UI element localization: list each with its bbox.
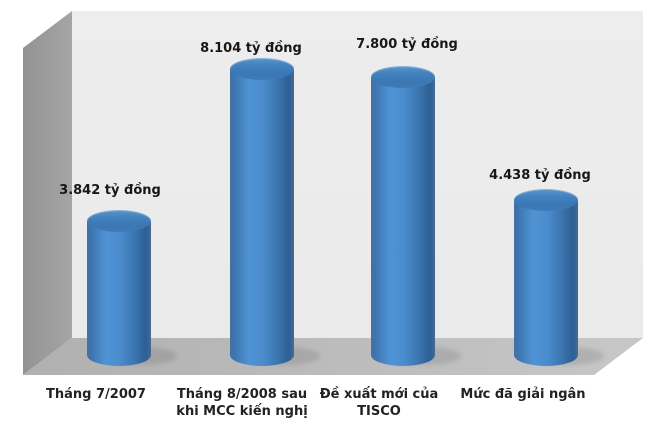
cylinder-bottom-cap xyxy=(371,344,435,366)
value-label-2: 8.104 tỷ đồng xyxy=(200,41,302,56)
category-label-3: Đề xuất mới của TISCO xyxy=(319,387,439,419)
cylinder-bar-thang-7-2007 xyxy=(87,210,151,366)
value-label-4: 4.438 tỷ đồng xyxy=(489,168,591,183)
chart-side-wall xyxy=(23,11,72,375)
cylinder-bar-muc-da-giai-ngan xyxy=(514,189,578,366)
cylinder-body xyxy=(230,69,294,355)
cylinder-top-cap xyxy=(230,58,294,80)
cylinder-bar-de-xuat-tisco xyxy=(371,66,435,366)
category-label-1: Tháng 7/2007 xyxy=(46,387,146,402)
cylinder-top-cap xyxy=(514,189,578,211)
cylinder-bottom-cap xyxy=(514,344,578,366)
cylinder-bottom-cap xyxy=(87,344,151,366)
cylinder-top-cap xyxy=(371,66,435,88)
category-label-2: Tháng 8/2008 sau khi MCC kiến nghị xyxy=(176,387,308,419)
category-label-4: Mức đã giải ngân xyxy=(460,387,586,402)
value-label-3: 7.800 tỷ đồng xyxy=(356,37,458,52)
cylinder-body xyxy=(87,221,151,355)
cylinder-body xyxy=(371,77,435,355)
cylinder-top-cap xyxy=(87,210,151,232)
cylinder-body xyxy=(514,200,578,355)
cylinder-bottom-cap xyxy=(230,344,294,366)
value-label-1: 3.842 tỷ đồng xyxy=(59,183,161,198)
cylinder-bar-thang-8-2008 xyxy=(230,58,294,366)
